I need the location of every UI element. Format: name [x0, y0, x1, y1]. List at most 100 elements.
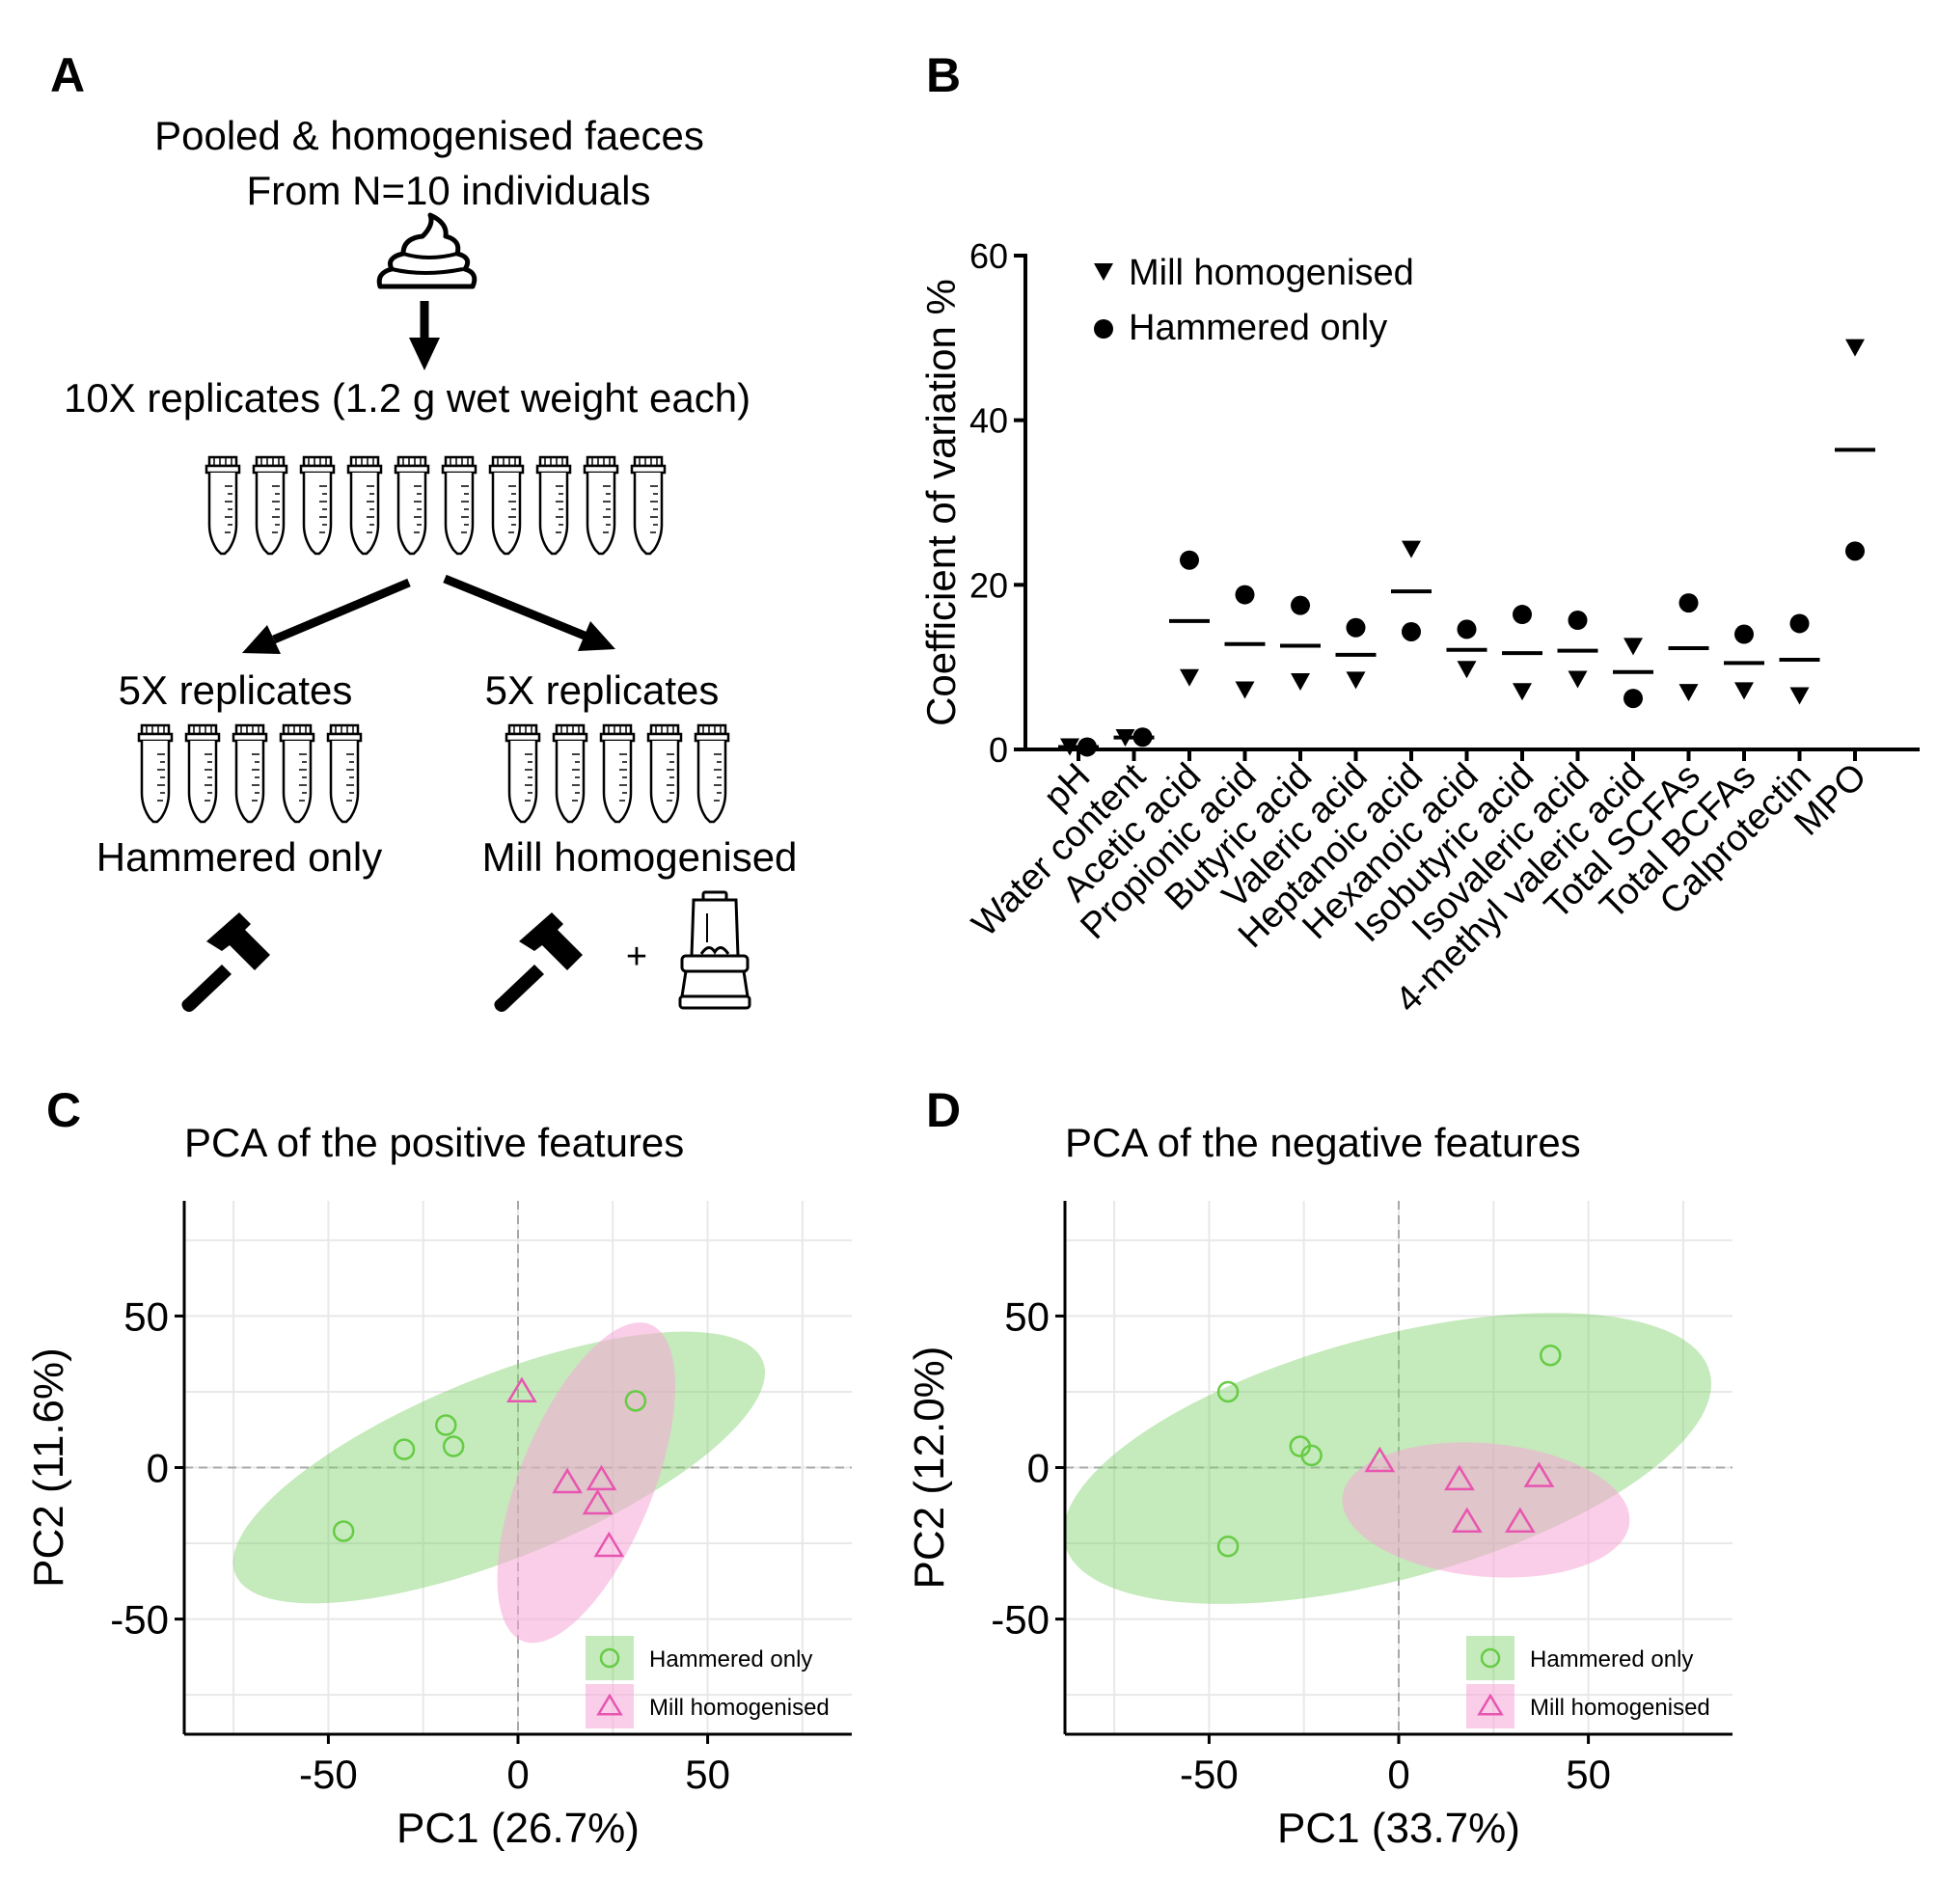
- tube-icon: [630, 455, 667, 556]
- legend-marker-mill-homogenised: [596, 1693, 623, 1716]
- legend-label-mill-homogenised: Mill homogenised: [1129, 253, 1414, 293]
- point-hammered-only: [1734, 624, 1754, 644]
- point-mill-homogenised: [1364, 1446, 1396, 1473]
- y-tick-label: 50: [1004, 1293, 1050, 1339]
- x-tick-label: -50: [1180, 1752, 1239, 1797]
- chart-c: -50 0 50 -50 0 50 PC1 (26.7%) PC2 (11.6%) PCA of…: [25, 1120, 852, 1852]
- point-mill-homogenised: [1789, 687, 1810, 705]
- panel-d-letter: D: [926, 1083, 961, 1137]
- point-mill-homogenised: [506, 1376, 537, 1402]
- point-mill-homogenised: [1523, 1461, 1555, 1487]
- point-hammered-only: [393, 1438, 416, 1460]
- x-tick-label: 0: [1387, 1752, 1409, 1797]
- tube-row-10: [205, 455, 667, 556]
- chart-title: PCA of the positive features: [184, 1120, 684, 1165]
- point-hammered-only: [442, 1435, 465, 1457]
- point-mill-homogenised: [582, 1488, 614, 1515]
- point-hammered-only: [1402, 621, 1421, 641]
- panel-a-letter: A: [50, 48, 85, 102]
- point-mill-homogenised: [1504, 1507, 1536, 1534]
- point-hammered-only: [1568, 611, 1588, 631]
- y-axis-label: PC2 (11.6%): [25, 1347, 72, 1588]
- y-tick-label: -50: [110, 1597, 169, 1643]
- legend-key-hammered-only: [586, 1636, 634, 1680]
- right-split-label: 5X replicates: [485, 667, 720, 713]
- point-mill-homogenised: [1444, 1464, 1475, 1491]
- y-tick-label: -50: [991, 1597, 1050, 1643]
- point-hammered-only: [1623, 689, 1643, 709]
- point-hammered-only: [624, 1390, 647, 1412]
- point-hammered-only: [332, 1520, 355, 1542]
- tube-icon: [583, 455, 619, 556]
- left-split-label: 5X replicates: [119, 667, 353, 713]
- point-mill-homogenised: [1451, 1507, 1483, 1534]
- legend-key-hammered-only: [1466, 1636, 1514, 1680]
- legend-label-hammered-only: Hammered only: [1530, 1646, 1693, 1673]
- faeces-icon: [376, 212, 477, 289]
- point-mill-homogenised: [1060, 738, 1079, 756]
- ellipse-mill-homogenised: [497, 1322, 675, 1644]
- x-tick-label: 50: [685, 1752, 730, 1797]
- tube-icon: [646, 723, 683, 824]
- legend-label-mill-homogenised: Mill homogenised: [649, 1695, 830, 1721]
- tube-icon: [505, 723, 541, 824]
- x-tick-label: 50: [1566, 1752, 1611, 1797]
- point-mill-homogenised: [1291, 673, 1310, 692]
- point-hammered-only: [435, 1414, 457, 1436]
- y-tick-label: 50: [123, 1293, 169, 1339]
- point-mill-homogenised: [1457, 661, 1477, 679]
- tube-icon: [535, 455, 572, 556]
- tube-icon: [552, 723, 588, 824]
- panel-a-title-line1: Pooled & homogenised faeces: [154, 113, 704, 158]
- tube-icon: [299, 455, 336, 556]
- point-hammered-only: [1132, 727, 1153, 748]
- point-mill-homogenised: [1402, 540, 1421, 558]
- point-mill-homogenised: [1845, 339, 1865, 357]
- y-tick-label: 40: [969, 401, 1008, 441]
- point-mill-homogenised: [1235, 681, 1255, 699]
- point-hammered-only: [1235, 585, 1255, 605]
- tube-icon: [252, 455, 288, 556]
- point-hammered-only: [1457, 619, 1477, 639]
- y-tick-label: 0: [147, 1446, 169, 1491]
- x-axis-label: PC1 (33.7%): [1277, 1805, 1520, 1852]
- chart-title: PCA of the negative features: [1065, 1120, 1581, 1165]
- hammer-icon: [494, 912, 583, 1012]
- point-mill-homogenised: [1568, 670, 1588, 689]
- x-axis-label: PC1 (26.7%): [396, 1805, 640, 1852]
- point-hammered-only: [1789, 613, 1810, 634]
- tube-icon: [326, 723, 363, 824]
- point-mill-homogenised: [1734, 682, 1754, 700]
- point-mill-homogenised: [1623, 638, 1643, 656]
- left-method-label: Hammered only: [96, 834, 382, 880]
- legend-marker-mill-homogenised: [1094, 263, 1113, 281]
- point-mill-homogenised: [1180, 668, 1199, 687]
- tube-icon: [232, 723, 268, 824]
- panel-a: A Pooled & homogenised faeces From N=10 …: [50, 48, 797, 1012]
- ellipse-mill-homogenised: [1342, 1442, 1630, 1578]
- point-hammered-only: [1540, 1344, 1562, 1367]
- mill-icon: [678, 890, 751, 1010]
- x-tick-label: 0: [506, 1752, 529, 1797]
- panel-c: C -50 0 50 -50 0 50 PC1 (26.7%) PC2 (11.6%) PCA …: [25, 1083, 852, 1852]
- panel-c-letter: C: [46, 1083, 81, 1137]
- chart-d: -50 0 50 -50 0 50 PC1 (33.7%) PC2 (12.0%) PCA of…: [906, 1120, 1732, 1852]
- point-hammered-only: [1216, 1380, 1240, 1403]
- tube-icon: [184, 723, 221, 824]
- point-mill-homogenised: [1115, 729, 1135, 748]
- tube-icon: [441, 455, 477, 556]
- y-axis-label: Coefficient of variation %: [918, 279, 964, 726]
- tube-icon: [279, 723, 315, 824]
- tube-icon: [394, 455, 430, 556]
- panel-b-letter: B: [926, 48, 961, 102]
- point-hammered-only: [1513, 605, 1532, 625]
- y-tick-label: 60: [969, 236, 1008, 276]
- panel-d: D -50 0 50 -50 0 50 PC1 (33.7%) PC2 (12.0%) PCA …: [906, 1083, 1732, 1852]
- legend-label-hammered-only: Hammered only: [649, 1646, 812, 1673]
- point-hammered-only: [1300, 1444, 1323, 1467]
- panel-a-title-line2: From N=10 individuals: [246, 168, 650, 213]
- legend-label-hammered-only: Hammered only: [1129, 308, 1387, 348]
- point-hammered-only: [1346, 617, 1366, 638]
- y-tick-label: 20: [969, 565, 1008, 605]
